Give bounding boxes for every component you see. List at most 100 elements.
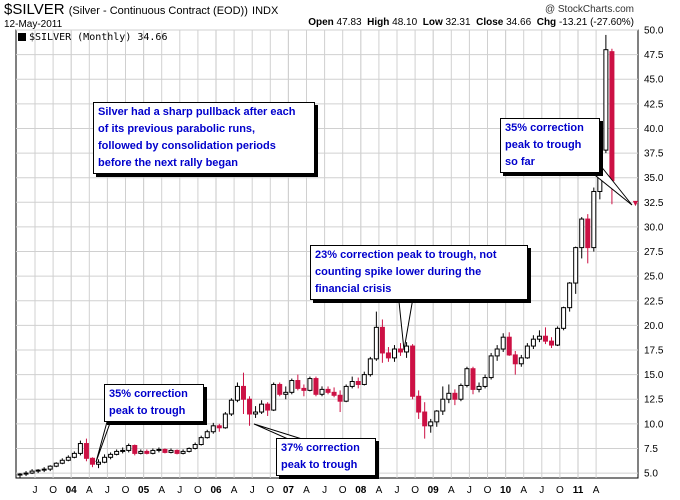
candle-body [71, 452, 77, 458]
x-tick-label: O [266, 485, 274, 496]
x-tick-label: A [86, 485, 93, 496]
candle-body [542, 335, 548, 342]
candle-body [319, 388, 325, 395]
candle-body [295, 380, 301, 389]
y-tick-label: 37.5 [644, 149, 664, 160]
y-tick-label: 35.0 [644, 173, 664, 184]
candle-body [102, 456, 108, 463]
candle-body [77, 443, 83, 454]
low-label: Low [422, 17, 443, 28]
y-tick-label: 47.5 [644, 50, 664, 61]
x-tick-label: O [556, 485, 564, 496]
annotation-line: before the next rally began [98, 157, 238, 169]
low-value: 32.31 [445, 17, 471, 28]
annotation-line: of its previous parabolic runs, [98, 123, 256, 135]
annotation-37pct-2006: 37% correction peak to trough [276, 438, 376, 476]
x-tick-label: A [448, 485, 455, 496]
candle-body [500, 336, 506, 350]
x-tick-label: A [376, 485, 383, 496]
candle-body [512, 354, 518, 365]
x-tick-label: O [339, 485, 347, 496]
candle-body [283, 391, 289, 395]
candle-body [355, 381, 361, 385]
high-label: High [367, 17, 390, 28]
chart-symbol-heading: $SILVER (Silver - Continuous Contract (E… [4, 1, 278, 18]
chg-label: Chg [536, 17, 557, 28]
candle-body [83, 443, 89, 459]
candle-body [416, 395, 422, 413]
candle-body [373, 326, 379, 360]
candle-body [482, 377, 488, 387]
candle-body [150, 449, 156, 454]
candle-body [29, 470, 35, 474]
ohlc-summary: Open 47.83 High 48.10 Low 32.31 Close 34… [308, 17, 634, 28]
candle-body [234, 385, 240, 401]
x-tick-label: 10 [500, 485, 512, 496]
y-tick-label: 15.0 [644, 370, 664, 381]
candle-body [379, 326, 385, 354]
candle-body [464, 368, 470, 386]
x-tick-label: J [177, 485, 182, 496]
candle-body [120, 449, 126, 452]
annotation-23pct: 23% correction peak to trough, not count… [310, 245, 528, 300]
annotation-line: Silver had a sharp pullback after each [98, 106, 296, 118]
candle-body [180, 450, 186, 454]
x-tick-label: J [33, 485, 38, 496]
candle-body [307, 378, 313, 391]
candle-body [404, 345, 410, 353]
candle-body [585, 218, 591, 249]
candle-body [271, 383, 277, 411]
candle-body [174, 449, 180, 454]
x-tick-label: O [49, 485, 57, 496]
candle-body [488, 355, 494, 379]
candle-body [186, 447, 192, 452]
legend-swatch [18, 33, 26, 41]
candle-body [65, 456, 71, 461]
candle-body [259, 403, 265, 413]
candle-body [47, 465, 53, 470]
candle-body [96, 461, 102, 465]
candle-body [530, 338, 536, 347]
candle-body [398, 348, 404, 353]
candle-body [23, 472, 29, 475]
candle-body [277, 383, 283, 395]
candle-body [609, 51, 615, 182]
candle-body [549, 340, 555, 346]
y-tick-label: 42.5 [644, 99, 664, 110]
x-tick-label: O [194, 485, 202, 496]
y-tick-label: 27.5 [644, 247, 664, 258]
candle-body [41, 468, 47, 471]
candle-body [391, 348, 397, 359]
x-tick-label: J [105, 485, 110, 496]
candle-body [301, 387, 307, 391]
x-tick-label: O [122, 485, 130, 496]
candle-body [506, 336, 512, 356]
candle-body [555, 327, 561, 346]
close-label: Close [476, 17, 504, 28]
high-value: 48.10 [392, 17, 418, 28]
candle-body [228, 399, 234, 415]
y-tick-label: 40.0 [644, 124, 664, 135]
brand-watermark: @ StockCharts.com [544, 4, 634, 15]
current-price-marker: ▼ [631, 198, 640, 208]
candlesticks [17, 34, 615, 478]
x-tick-label: J [250, 485, 255, 496]
contract-name: (Silver - Continuous Contract (EOD)) [68, 5, 248, 17]
candle-body [126, 445, 132, 451]
x-tick-label: A [231, 485, 238, 496]
candle-body [349, 381, 355, 387]
x-tick-label: A [303, 485, 310, 496]
annotation-line: 23% correction peak to trough, not [315, 249, 497, 261]
y-tick-label: 50.0 [644, 26, 664, 37]
candle-body [446, 392, 452, 400]
candle-body [216, 425, 222, 429]
candle-body [313, 378, 319, 395]
candle-body [253, 411, 259, 415]
candle-body [367, 358, 373, 376]
y-tick-label: 7.5 [644, 444, 658, 455]
x-tick-label: 07 [283, 485, 295, 496]
series-legend: $SILVER (Monthly) 34.66 [18, 32, 167, 43]
x-tick-label: 08 [355, 485, 367, 496]
candle-body [573, 247, 579, 284]
